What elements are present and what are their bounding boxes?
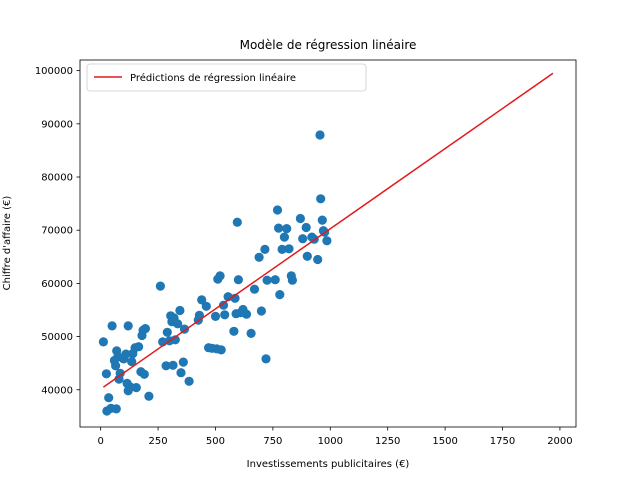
x-tick-label: 1750 — [490, 436, 515, 447]
scatter-point — [115, 368, 125, 378]
scatter-point — [216, 345, 226, 355]
x-axis-ticks: 0 250 500 750 1000 1250 1500 1750 2000 — [97, 427, 573, 447]
scatter-point — [155, 281, 165, 291]
scatter-point — [170, 335, 180, 345]
scatter-point — [261, 354, 271, 364]
scatter-point — [161, 361, 171, 371]
scatter-point — [197, 295, 207, 305]
scatter-point — [101, 369, 111, 379]
scatter-point — [298, 234, 308, 244]
x-tick-label: 500 — [206, 436, 225, 447]
scatter-point — [246, 328, 256, 338]
scatter-point — [249, 284, 260, 294]
scatter-point — [287, 275, 297, 285]
x-tick-label: 750 — [263, 436, 282, 447]
scatter-point — [313, 254, 323, 265]
scatter-point — [229, 326, 239, 336]
scatter-point — [123, 321, 133, 331]
scatter-point — [232, 217, 242, 227]
scatter-point — [175, 305, 185, 316]
y-tick-label: 80000 — [41, 173, 73, 184]
x-tick-label: 0 — [97, 436, 103, 447]
scatter-point — [127, 357, 137, 367]
scatter-point — [104, 393, 114, 403]
axes-frame — [79, 59, 577, 428]
scatter-point — [162, 327, 172, 337]
x-tick-label: 1250 — [375, 436, 400, 447]
scatter-point — [279, 232, 289, 242]
scatter-point — [201, 301, 211, 311]
scatter-point — [98, 337, 108, 347]
y-tick-label: 40000 — [41, 385, 73, 396]
scatter-point — [184, 376, 194, 386]
scatter-point — [218, 300, 229, 310]
scatter-point — [241, 309, 252, 319]
x-tick-label: 250 — [149, 436, 168, 447]
plot-area — [98, 72, 554, 416]
scatter-point — [295, 213, 305, 224]
y-tick-label: 50000 — [41, 332, 73, 343]
scatter-point — [176, 368, 186, 378]
y-tick-label: 70000 — [41, 226, 73, 237]
y-tick-label: 60000 — [41, 279, 73, 290]
scatter-point — [121, 349, 131, 359]
y-axis-ticks: 40000 50000 60000 70000 80000 90000 100000 — [35, 66, 80, 396]
scatter-point — [275, 290, 285, 300]
scatter-point — [272, 205, 283, 215]
legend-label: Prédictions de régression linéaire — [130, 72, 296, 84]
x-tick-label: 2000 — [547, 436, 572, 447]
scatter-point — [144, 391, 154, 401]
scatter-point — [270, 275, 280, 285]
scatter-point — [178, 357, 188, 367]
scatter-point — [284, 244, 294, 254]
scatter-point — [277, 244, 287, 254]
x-tick-label: 1000 — [318, 436, 343, 447]
scatter-point — [107, 321, 117, 331]
chart-title: Modèle de régression linéaire — [240, 38, 417, 52]
scatter-point — [173, 319, 183, 329]
x-axis-label: Investissements publicitaires (€) — [247, 459, 410, 470]
scatter-point — [134, 342, 144, 352]
scatter-point — [111, 404, 121, 414]
x-tick-label: 1500 — [432, 436, 457, 447]
scatter-point — [140, 324, 150, 334]
scatter-point — [317, 215, 327, 225]
scatter-point — [139, 369, 149, 379]
scatter-point — [302, 251, 312, 261]
scatter-point — [301, 222, 311, 233]
scatter-point — [316, 194, 326, 204]
scatter-point — [111, 361, 121, 371]
scatter-point — [168, 360, 178, 370]
scatter-point — [282, 224, 292, 234]
y-tick-label: 90000 — [41, 119, 73, 130]
scatter-point — [274, 223, 284, 233]
scatter-point — [315, 130, 325, 140]
scatter-point — [220, 310, 230, 320]
scatter-point — [322, 236, 332, 246]
legend: Prédictions de régression linéaire — [86, 63, 367, 92]
scatter-point — [254, 252, 264, 262]
axes — [79, 59, 577, 428]
regression-line — [102, 72, 554, 388]
scatter-point — [262, 275, 272, 285]
scatter-point — [210, 311, 221, 321]
legend-box — [86, 63, 367, 92]
scatter-point — [256, 306, 266, 316]
y-axis-label: Chiffre d'affaire (€) — [2, 196, 13, 291]
y-tick-label: 100000 — [35, 66, 73, 77]
scatter-point — [233, 275, 243, 285]
scatter-point — [260, 244, 270, 254]
scatter-point — [131, 383, 141, 393]
scatter-point — [215, 271, 225, 281]
